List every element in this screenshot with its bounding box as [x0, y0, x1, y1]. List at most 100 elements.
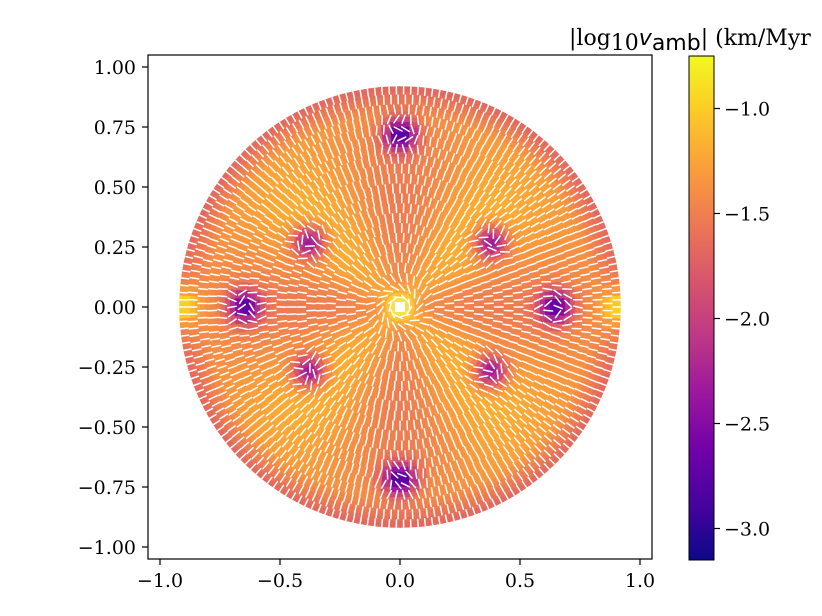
heatmap-cell — [404, 287, 408, 294]
heatmap-cell — [400, 291, 403, 298]
heatmap-cell — [392, 346, 397, 353]
heatmap-cell — [403, 276, 407, 283]
heatmap-cell — [409, 291, 415, 297]
heatmap-cell — [428, 314, 435, 319]
heatmap-cell — [424, 306, 431, 309]
heatmap-cell — [406, 319, 411, 326]
heatmap-cell — [434, 310, 441, 314]
heatmap-cell — [392, 287, 396, 294]
heatmap-cell — [424, 308, 431, 311]
heatmap-cell — [385, 310, 392, 315]
heatmap-cell — [376, 314, 383, 319]
heatmap-cell — [400, 291, 402, 298]
heatmap-cell — [380, 311, 387, 315]
heatmap-cell — [387, 329, 392, 336]
heatmap-cell — [408, 309, 416, 313]
heatmap-cell — [369, 305, 376, 308]
heatmap-cell — [339, 309, 346, 314]
heatmap-cell — [401, 316, 405, 323]
heatmap-cell — [389, 256, 394, 264]
heatmap-cell — [365, 314, 372, 319]
heatmap-cell — [349, 309, 356, 313]
heatmap-cell — [404, 307, 411, 310]
heatmap-cell — [402, 321, 405, 328]
heatmap-cell — [419, 307, 426, 310]
heatmap-cell — [423, 313, 430, 317]
heatmap-cell — [406, 295, 412, 301]
heatmap-cell — [390, 271, 394, 279]
heatmap-cell — [407, 312, 414, 317]
heatmap-cell — [404, 335, 408, 343]
heatmap-cell — [395, 276, 398, 283]
heatmap-cell — [414, 303, 421, 306]
heatmap-cell — [396, 246, 400, 253]
heatmap-cell — [370, 297, 377, 301]
heatmap-cell — [449, 306, 456, 310]
heatmap-cell — [404, 314, 409, 321]
heatmap-cell — [379, 310, 386, 313]
heatmap-cell — [408, 246, 413, 254]
heatmap-cell — [397, 316, 400, 323]
heatmap-cell — [393, 315, 397, 322]
heatmap-cell — [386, 311, 393, 316]
heatmap-cell — [423, 297, 430, 301]
heatmap-cell — [405, 325, 409, 332]
heatmap-cell — [371, 315, 378, 320]
heatmap-cell — [388, 324, 393, 331]
heatmap-cell — [414, 304, 421, 307]
heatmap-cell — [407, 324, 412, 331]
heatmap-cell — [384, 305, 391, 307]
heatmap-cell — [408, 301, 415, 305]
heatmap-cell — [416, 315, 424, 320]
heatmap-cell — [394, 315, 398, 323]
heatmap-cell — [398, 291, 400, 298]
heatmap-cell — [449, 298, 456, 302]
heatmap-cell — [397, 296, 400, 303]
heatmap-cell — [399, 271, 402, 278]
heatmap-cell — [403, 321, 406, 328]
heatmap-cell — [408, 310, 415, 314]
heatmap-cell — [384, 304, 391, 307]
heatmap-cell — [417, 314, 424, 319]
heatmap-cell — [385, 311, 392, 315]
heatmap-cell — [401, 296, 405, 303]
heatmap-cell — [409, 304, 416, 306]
heatmap-cell — [444, 311, 451, 315]
heatmap-cell — [409, 309, 416, 312]
heatmap-cell — [379, 310, 387, 314]
heatmap-cell — [419, 309, 426, 313]
heatmap-cell — [384, 303, 391, 306]
heatmap-cell — [443, 296, 451, 301]
heatmap-cell — [369, 312, 377, 316]
heatmap-cell — [406, 295, 412, 301]
heatmap-cell — [399, 291, 401, 298]
heatmap-cell — [385, 291, 391, 297]
heatmap-cell — [354, 313, 362, 317]
heatmap-cell — [387, 313, 393, 318]
heatmap-cell — [407, 277, 412, 285]
heatmap-cell — [399, 291, 400, 298]
heatmap-cell — [374, 310, 381, 313]
heatmap-cell — [414, 309, 421, 313]
heatmap-cell — [394, 281, 397, 288]
heatmap-cell — [387, 334, 391, 342]
heatmap-cell — [428, 295, 435, 300]
heatmap-cell — [388, 335, 393, 342]
heatmap-cell — [380, 297, 388, 302]
heatmap-cell — [359, 296, 367, 300]
heatmap-cell — [381, 296, 388, 301]
heatmap-cell — [391, 282, 395, 289]
heatmap-cell — [393, 331, 397, 338]
heatmap-cell — [392, 271, 396, 279]
heatmap-cell — [395, 346, 399, 353]
heatmap-cell — [344, 295, 352, 300]
plot-area: −1.0 −0.5 0.0 0.5 1.0 1.000.750.500.250.00−0… — [78, 54, 655, 592]
heatmap-cell — [403, 301, 410, 305]
heatmap-cell — [409, 303, 416, 306]
heatmap-cell — [365, 316, 373, 320]
heatmap-cell — [428, 313, 436, 317]
heatmap-cell — [391, 287, 395, 294]
heatmap-cell — [375, 314, 383, 318]
heatmap-cell — [409, 302, 416, 305]
heatmap-cell — [418, 300, 426, 303]
